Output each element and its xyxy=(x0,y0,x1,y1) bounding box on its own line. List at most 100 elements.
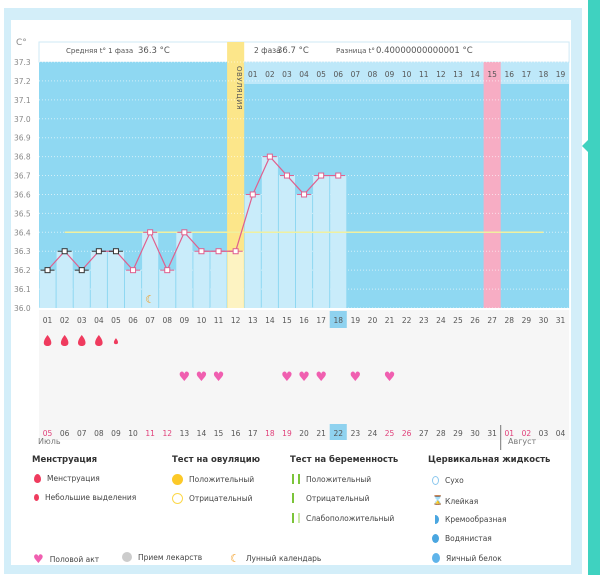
small-drop-icon xyxy=(34,494,39,501)
expected-period-column xyxy=(483,62,501,308)
y-tick-label: 37.3 xyxy=(14,58,31,67)
calendar-date-label: 03 xyxy=(539,429,549,438)
hourglass-icon: ⌛ xyxy=(432,496,444,506)
temperature-point xyxy=(301,191,308,198)
temperature-line xyxy=(47,155,339,272)
cycle-day-label: 13 xyxy=(248,316,258,325)
temperature-point xyxy=(95,248,102,255)
luteal-day-label: 18 xyxy=(539,70,549,79)
half-drop-icon xyxy=(432,515,439,524)
phase1-label: Средняя t° 1 фаза xyxy=(66,47,134,55)
temperature-bar xyxy=(125,270,142,308)
cycle-day-label: 04 xyxy=(94,316,104,325)
cycle-day-label: 20 xyxy=(368,316,378,325)
calendar-date-label: 26 xyxy=(402,429,412,438)
cycle-day-label: 25 xyxy=(453,316,463,325)
luteal-day-label: 12 xyxy=(436,70,446,79)
cycle-day-label: 22 xyxy=(402,316,412,325)
y-tick-label: 36.2 xyxy=(14,266,31,275)
pill-icon xyxy=(122,552,132,562)
heart-icon: ♥ xyxy=(179,370,191,385)
temperature-bar xyxy=(176,232,193,308)
legend-ovulation-negative: Отрицательный xyxy=(172,493,253,504)
temperature-point xyxy=(61,248,68,255)
luteal-day-label: 15 xyxy=(487,70,497,79)
cycle-day-label: 14 xyxy=(265,316,275,325)
month-august: Август xyxy=(508,437,537,446)
bbt-chart: 01 02 03 04 05 06 07 08 09 10 11 12 13 14 15 16 17 18 19 37… xyxy=(14,41,570,450)
calendar-date-label: 20 xyxy=(299,429,309,438)
temperature-bar xyxy=(296,194,313,308)
temperature-point xyxy=(215,248,222,255)
cycle-day-label: 31 xyxy=(556,316,566,325)
moon-icon: ☾ xyxy=(230,552,240,565)
calendar-date-label: 25 xyxy=(385,429,395,438)
ovulation-label: ОВУЛЯЦИЯ xyxy=(235,66,243,111)
side-toggle-tab[interactable] xyxy=(582,0,600,575)
cycle-day-label: 18 xyxy=(333,316,343,325)
empty-circle-icon xyxy=(172,493,183,504)
temperature-point xyxy=(335,172,342,179)
temperature-bar xyxy=(142,232,159,308)
cycle-day-label: 29 xyxy=(522,316,532,325)
luteal-day-label: 04 xyxy=(299,70,309,79)
y-tick-label: 36.3 xyxy=(14,247,31,256)
y-tick-label: 37.0 xyxy=(14,115,31,124)
luteal-day-label: 05 xyxy=(316,70,326,79)
heart-icon: ♥ xyxy=(33,552,44,566)
temperature-bar xyxy=(278,175,295,308)
temperature-bar xyxy=(159,270,176,308)
calendar-date-label: 06 xyxy=(60,429,70,438)
legend-cervical-watery: Водянистая xyxy=(432,534,492,543)
calendar-date-label: 09 xyxy=(111,429,121,438)
legend-ovulation-title: Тест на овуляцию xyxy=(172,455,261,465)
luteal-day-label: 10 xyxy=(402,70,412,79)
calendar-date-label: 31 xyxy=(487,429,497,438)
temperature-point xyxy=(112,248,119,255)
phase1-value: 36.3 °C xyxy=(138,46,170,56)
legend-pregnancy-negative: Отрицательный xyxy=(292,493,370,503)
temperature-point xyxy=(198,248,205,255)
calendar-date-label: 13 xyxy=(180,429,190,438)
heart-icon: ♥ xyxy=(315,370,327,385)
calendar-date-label: 27 xyxy=(419,429,429,438)
cycle-day-label: 11 xyxy=(214,316,224,325)
cycle-day-label: 06 xyxy=(128,316,138,325)
legend-spotting: Небольшие выделения xyxy=(34,493,136,502)
y-tick-label: 36.8 xyxy=(14,153,31,162)
single-bar-icon xyxy=(292,493,300,503)
temperature-bar xyxy=(107,251,124,308)
cycle-day-label: 05 xyxy=(111,316,121,325)
luteal-day-label: 02 xyxy=(265,70,275,79)
legend-menstruation-title: Менструация xyxy=(32,455,98,465)
legend-pregnancy-faint: Слабоположительный xyxy=(292,513,394,523)
y-tick-label: 36.4 xyxy=(14,228,31,237)
cycle-day-label: 09 xyxy=(180,316,190,325)
calendar-date-label: 28 xyxy=(436,429,446,438)
calendar-date-label: 04 xyxy=(556,429,566,438)
unit-label: C° xyxy=(16,38,27,48)
legend-moon: ☾ Лунный календарь xyxy=(230,552,322,565)
calendar-date-label: 18 xyxy=(265,429,275,438)
y-tick-label: 36.6 xyxy=(14,190,31,199)
legend-pregnancy-title: Тест на беременность xyxy=(290,455,399,465)
luteal-day-label: 11 xyxy=(419,70,429,79)
double-bar-icon xyxy=(292,474,300,484)
calendar-date-label: 30 xyxy=(470,429,480,438)
month-july: Июль xyxy=(38,437,61,446)
calendar-date-label: 24 xyxy=(368,429,378,438)
cycle-day-label: 19 xyxy=(351,316,361,325)
phase2-label: 2 фаза xyxy=(254,46,281,55)
temperature-bar xyxy=(330,175,347,308)
calendar-date-label: 12 xyxy=(162,429,172,438)
temperature-bar xyxy=(227,251,244,308)
cycle-day-label: 27 xyxy=(487,316,497,325)
luteal-day-label: 03 xyxy=(282,70,292,79)
heart-icon: ♥ xyxy=(213,370,225,385)
cycle-day-label: 08 xyxy=(162,316,172,325)
heart-icon: ♥ xyxy=(298,370,310,385)
luteal-day-label: 07 xyxy=(351,70,361,79)
luteal-day-label: 09 xyxy=(385,70,395,79)
y-tick-label: 36.5 xyxy=(14,209,31,218)
diff-label: Разница t° xyxy=(336,47,375,55)
